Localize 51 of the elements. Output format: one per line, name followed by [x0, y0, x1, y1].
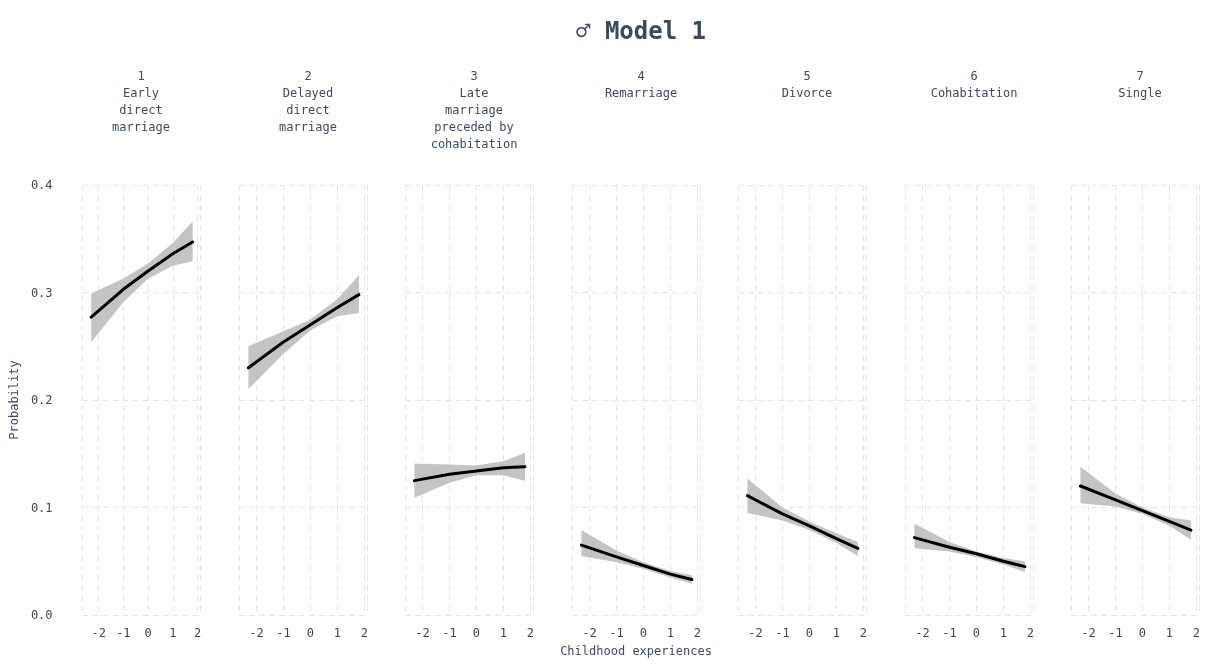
x-tick-label: -1: [442, 626, 457, 640]
x-tick-label: -1: [116, 626, 131, 640]
chart-subtitle: 3 Late marriage preceded by cohabitation: [430, 68, 518, 151]
x-tick-label: 1: [832, 626, 840, 640]
x-tick-label: -1: [608, 626, 624, 640]
chart-subtitle: 6 Cohabitation: [930, 68, 1017, 100]
x-tick-label: 1: [333, 626, 341, 640]
x-tick-label: 2: [859, 626, 867, 640]
x-tick-label: 0: [639, 626, 647, 640]
chart-subtitle: 2 Delayed direct marriage: [278, 68, 337, 134]
x-tick-label: 1: [666, 626, 674, 640]
y-tick-label: 0.1: [30, 500, 53, 515]
x-tick-label: -2: [248, 626, 264, 640]
x-tick-label: -2: [415, 626, 430, 640]
x-tick-label: -2: [748, 626, 763, 640]
x-tick-label: -1: [775, 626, 790, 640]
x-tick-label: 2: [693, 626, 701, 640]
x-tick-label: 1: [169, 626, 177, 640]
x-tick-label: 0: [306, 626, 314, 640]
x-tick-label: 0: [472, 626, 481, 640]
x-tick-label: 2: [193, 626, 202, 640]
chart-title: ♂ Model 1: [575, 17, 706, 45]
y-axis-title: Probability: [7, 360, 21, 440]
chart-subtitle: 1 Early direct marriage: [112, 68, 170, 134]
chart-subtitle: 4 Remarriage: [604, 68, 677, 100]
x-tick-label: 2: [1026, 626, 1034, 640]
x-tick-label: 0: [972, 626, 980, 640]
x-tick-label: -2: [914, 626, 930, 640]
x-tick-label: -2: [581, 626, 597, 640]
x-tick-label: 2: [526, 626, 534, 640]
chart-subtitle: 7 Single: [1118, 68, 1162, 100]
x-tick-label: -1: [275, 626, 291, 640]
x-tick-label: 0: [1138, 626, 1147, 640]
x-tick-label: 0: [144, 626, 152, 640]
x-tick-label: 1: [999, 626, 1007, 640]
x-tick-label: 2: [1192, 626, 1200, 640]
x-tick-label: 1: [499, 626, 507, 640]
line-series: [89, 240, 195, 319]
x-tick-label: -2: [1081, 626, 1096, 640]
x-tick-label: 1: [1165, 626, 1173, 640]
y-tick-label: 0.2: [30, 393, 53, 407]
x-tick-label: 2: [360, 626, 368, 640]
x-tick-label: -1: [1108, 626, 1123, 640]
x-axis-title: Childhood experiences: [559, 644, 712, 658]
x-tick-label: -2: [91, 626, 106, 640]
y-tick-label: 0.3: [30, 285, 53, 300]
x-tick-label: -1: [941, 626, 957, 640]
y-tick-label: 0.4: [30, 178, 53, 192]
chart-subtitle: 5 Divorce: [781, 68, 833, 100]
y-tick-label: 0.0: [30, 608, 53, 622]
x-tick-label: 0: [805, 626, 814, 640]
